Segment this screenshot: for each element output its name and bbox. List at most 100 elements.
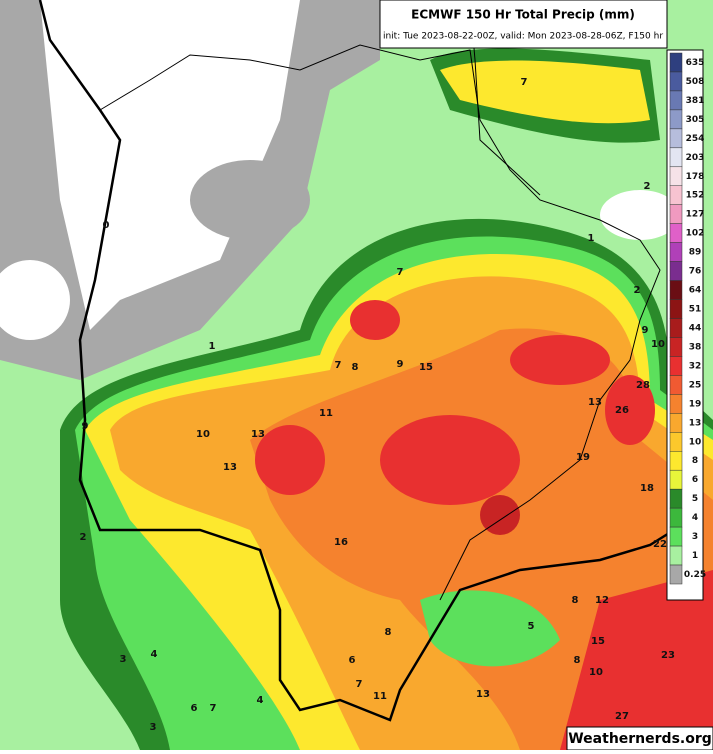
map-label: 3 xyxy=(120,654,127,665)
colorbar-label: 102 xyxy=(686,229,705,239)
map-label: 10 xyxy=(651,339,665,350)
colorbar-label: 305 xyxy=(686,115,705,125)
colorbar-label: 508 xyxy=(686,77,705,87)
colorbar-swatch xyxy=(669,185,683,205)
colorbar: 6355083813052542031781521271028976645144… xyxy=(666,49,706,601)
map-label: 4 xyxy=(151,649,158,660)
colorbar-label: 203 xyxy=(686,153,705,163)
colorbar-swatch xyxy=(669,223,683,243)
colorbar-label: 51 xyxy=(689,305,702,315)
colorbar-swatch xyxy=(669,147,683,168)
map-label: 13 xyxy=(588,397,602,408)
colorbar-swatch xyxy=(669,337,683,357)
colorbar-label: 152 xyxy=(686,191,705,201)
colorbar-swatch xyxy=(669,318,683,338)
map-label: 1 xyxy=(209,341,216,352)
map-label: 6 xyxy=(191,703,198,714)
colorbar-swatch xyxy=(669,469,683,490)
colorbar-swatch xyxy=(669,299,683,319)
map-label: 9 xyxy=(642,325,649,336)
colorbar-label: 5 xyxy=(692,494,698,504)
map-label: 0 xyxy=(103,220,110,231)
map-label: 7 xyxy=(356,679,363,690)
map-label: 13 xyxy=(476,689,490,700)
map-label: 10 xyxy=(196,429,210,440)
colorbar-swatch xyxy=(669,90,683,111)
colorbar-swatch xyxy=(669,564,683,585)
map-label: 9 xyxy=(82,421,89,432)
map-label: 3 xyxy=(150,722,157,733)
map-label: 8 xyxy=(572,595,579,606)
map-label: 15 xyxy=(591,636,605,647)
colorbar-swatch xyxy=(669,109,683,130)
map-label: 8 xyxy=(385,627,392,638)
colorbar-label: 76 xyxy=(689,267,702,277)
colorbar-swatch xyxy=(669,413,683,433)
colorbar-swatch xyxy=(669,280,683,300)
map-label: 8 xyxy=(574,655,581,666)
colorbar-label: 89 xyxy=(689,248,702,258)
watermark: Weathernerds.org xyxy=(568,731,712,747)
colorbar-swatch xyxy=(669,128,683,149)
colorbar-label: 4 xyxy=(692,513,698,523)
map-label: 11 xyxy=(319,408,333,419)
colorbar-label: 3 xyxy=(692,532,698,542)
map-label: 2 xyxy=(644,181,651,192)
colorbar-label: 64 xyxy=(689,286,702,296)
colorbar-label: 13 xyxy=(689,418,702,428)
colorbar-label: 44 xyxy=(689,323,702,333)
colorbar-swatch xyxy=(669,375,683,395)
map-label: 5 xyxy=(528,621,535,632)
colorbar-swatch xyxy=(669,545,683,566)
colorbar-swatch xyxy=(669,526,683,547)
colorbar-swatch xyxy=(669,488,683,509)
colorbar-swatch xyxy=(669,432,683,452)
map-label: 26 xyxy=(615,405,629,416)
colorbar-label: 1 xyxy=(692,551,698,561)
colorbar-label: 38 xyxy=(689,342,702,352)
map-label: 27 xyxy=(615,711,629,722)
colorbar-label: 254 xyxy=(686,134,705,144)
map-label: 7 xyxy=(521,77,528,88)
colorbar-swatch xyxy=(669,71,683,92)
colorbar-label: 381 xyxy=(686,96,705,106)
map-label: 15 xyxy=(419,362,433,373)
map-label: 12 xyxy=(595,595,609,606)
colorbar-label: 8 xyxy=(692,456,698,466)
map-label: 10 xyxy=(589,667,603,678)
colorbar-swatch xyxy=(669,507,683,528)
colorbar-swatch xyxy=(669,242,683,262)
map-label: 7 xyxy=(335,360,342,371)
title-box xyxy=(379,0,668,49)
colorbar-label: 127 xyxy=(686,210,705,220)
colorbar-swatch xyxy=(669,261,683,281)
colorbar-label: 19 xyxy=(689,399,702,409)
map-label: 28 xyxy=(636,380,650,391)
map-label: 19 xyxy=(576,452,590,463)
colorbar-swatch xyxy=(669,204,683,224)
colorbar-label: 25 xyxy=(689,380,702,390)
map-label: 7 xyxy=(210,703,217,714)
colorbar-label: 6 xyxy=(692,475,698,485)
map-label: 2 xyxy=(634,285,641,296)
map-label: 18 xyxy=(640,483,654,494)
colorbar-swatch xyxy=(669,166,683,187)
colorbar-swatch xyxy=(669,356,683,376)
map-label: 6 xyxy=(349,655,356,666)
colorbar-label: 10 xyxy=(689,437,702,447)
map-label: 2 xyxy=(80,532,87,543)
colorbar-swatch xyxy=(669,394,683,414)
colorbar-label: 32 xyxy=(689,361,702,371)
title: ECMWF 150 Hr Total Precip (mm) xyxy=(411,8,635,22)
map-label: 23 xyxy=(661,650,675,661)
map-label: 8 xyxy=(352,362,359,373)
subtitle: init: Tue 2023-08-22-00Z, valid: Mon 202… xyxy=(383,32,663,42)
colorbar-label: 178 xyxy=(686,172,705,182)
map-label: 7 xyxy=(397,267,404,278)
map-label: 11 xyxy=(373,691,387,702)
map-label: 9 xyxy=(397,359,404,370)
